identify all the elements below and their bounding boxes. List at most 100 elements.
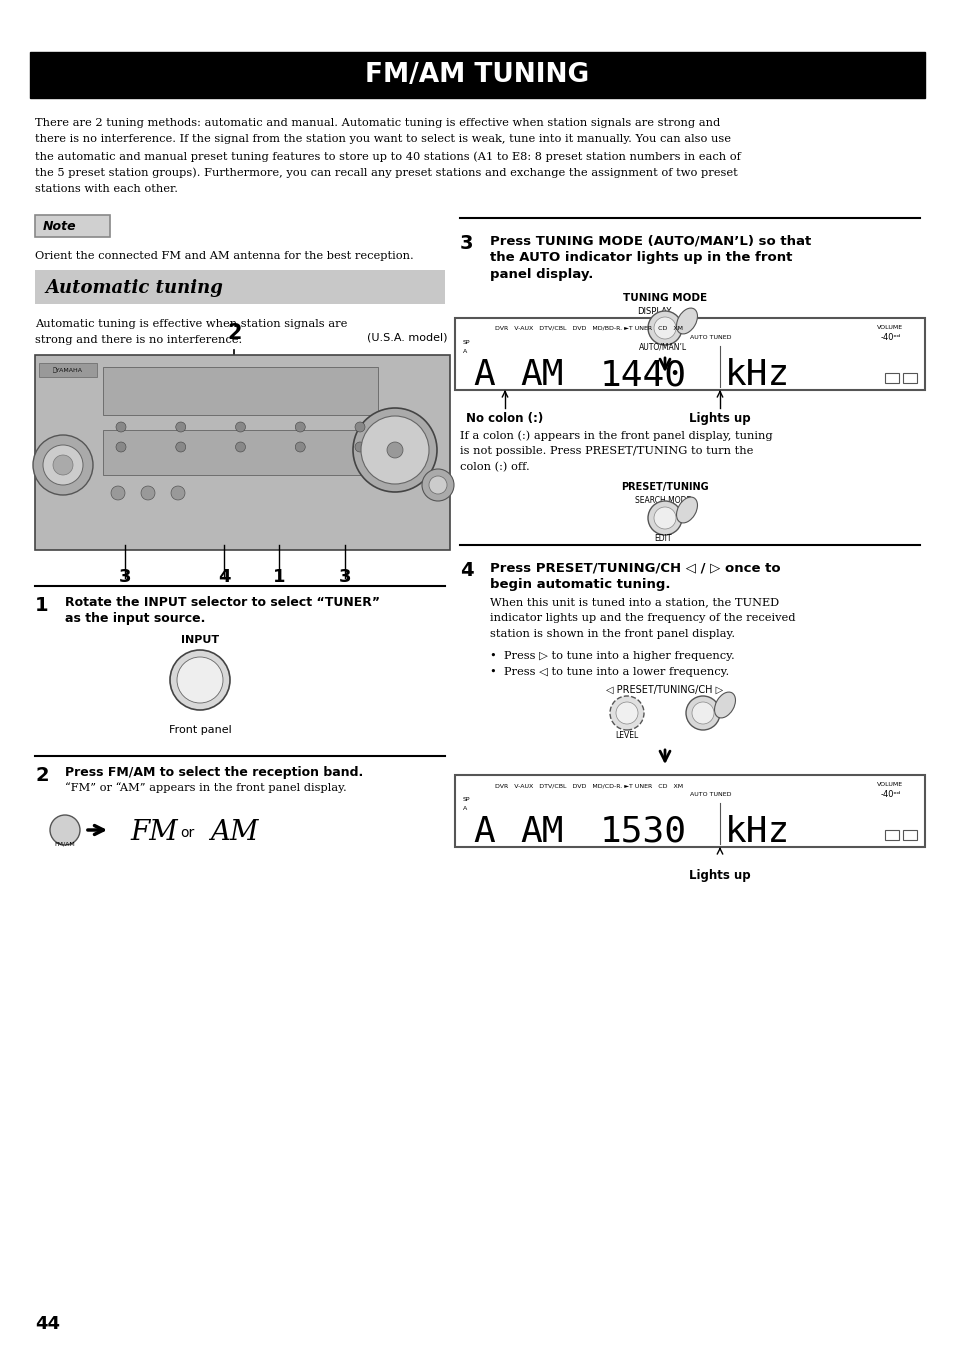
- Text: No colon (:): No colon (:): [466, 412, 543, 425]
- Text: (U.S.A. model): (U.S.A. model): [367, 333, 448, 342]
- Text: FM: FM: [130, 820, 177, 847]
- Circle shape: [116, 442, 126, 452]
- Circle shape: [171, 487, 185, 500]
- Text: as the input source.: as the input source.: [65, 612, 205, 625]
- Text: SP: SP: [462, 797, 470, 802]
- Text: colon (:) off.: colon (:) off.: [459, 462, 529, 472]
- Circle shape: [175, 442, 186, 452]
- Text: AM: AM: [210, 820, 258, 847]
- Text: kHz: kHz: [724, 816, 789, 849]
- Text: AUTO TUNED: AUTO TUNED: [689, 793, 731, 797]
- Text: LEVEL: LEVEL: [615, 731, 638, 740]
- Circle shape: [609, 696, 643, 731]
- Text: Orient the connected FM and AM antenna for the best reception.: Orient the connected FM and AM antenna f…: [35, 251, 414, 262]
- Bar: [35, 355, 450, 550]
- Circle shape: [53, 456, 73, 474]
- Circle shape: [111, 487, 125, 500]
- Circle shape: [353, 408, 436, 492]
- Text: 3: 3: [459, 235, 473, 253]
- Bar: [902, 373, 916, 383]
- Circle shape: [235, 442, 245, 452]
- Circle shape: [294, 422, 305, 431]
- Text: station is shown in the front panel display.: station is shown in the front panel disp…: [490, 630, 735, 639]
- Text: A: A: [473, 816, 495, 849]
- Text: -40ᵒᵈ: -40ᵒᵈ: [880, 333, 901, 342]
- Text: SP: SP: [462, 340, 470, 345]
- Circle shape: [170, 650, 230, 710]
- Text: “FM” or “AM” appears in the front panel display.: “FM” or “AM” appears in the front panel …: [65, 782, 346, 793]
- Text: 1440: 1440: [599, 359, 686, 392]
- Circle shape: [654, 507, 676, 528]
- Circle shape: [175, 422, 186, 431]
- Bar: [35, 270, 444, 305]
- Circle shape: [647, 501, 681, 535]
- Circle shape: [355, 442, 365, 452]
- Text: Press PRESET/TUNING/CH ◁ / ▷ once to: Press PRESET/TUNING/CH ◁ / ▷ once to: [490, 561, 780, 574]
- Circle shape: [421, 469, 454, 501]
- Text: Lights up: Lights up: [688, 412, 750, 425]
- Text: begin automatic tuning.: begin automatic tuning.: [490, 578, 670, 590]
- Circle shape: [685, 696, 720, 731]
- Circle shape: [235, 422, 245, 431]
- Text: VOLUME: VOLUME: [876, 782, 902, 787]
- Circle shape: [360, 417, 429, 484]
- Text: 44: 44: [35, 1316, 60, 1333]
- Text: or: or: [180, 826, 194, 840]
- Bar: [902, 830, 916, 840]
- Text: TUNING MODE: TUNING MODE: [622, 293, 706, 303]
- Circle shape: [43, 445, 83, 485]
- Circle shape: [654, 317, 676, 338]
- Text: Automatic tuning: Automatic tuning: [45, 279, 223, 297]
- Text: the 5 preset station groups). Furthermore, you can recall any preset stations an: the 5 preset station groups). Furthermor…: [35, 167, 737, 178]
- Text: FM/AM: FM/AM: [54, 842, 75, 847]
- Text: AUTO/MAN’L: AUTO/MAN’L: [639, 342, 686, 352]
- Circle shape: [33, 435, 92, 495]
- Text: -40ᵒᵈ: -40ᵒᵈ: [880, 790, 901, 799]
- Text: Press TUNING MODE (AUTO/MAN’L) so that: Press TUNING MODE (AUTO/MAN’L) so that: [490, 235, 810, 247]
- Bar: [39, 363, 97, 377]
- Text: 4: 4: [459, 561, 473, 580]
- Circle shape: [647, 311, 681, 345]
- Text: the automatic and manual preset tuning features to store up to 40 stations (A1 t: the automatic and manual preset tuning f…: [35, 151, 740, 162]
- Text: Rotate the INPUT selector to select “TUNER”: Rotate the INPUT selector to select “TUN…: [65, 596, 379, 609]
- Text: 2: 2: [35, 766, 49, 785]
- Text: SEARCH MODE: SEARCH MODE: [635, 496, 691, 506]
- Bar: [103, 367, 377, 415]
- Text: EDIT: EDIT: [654, 534, 671, 543]
- Bar: [455, 318, 924, 390]
- Text: ◁ PRESET/TUNING/CH ▷: ◁ PRESET/TUNING/CH ▷: [606, 685, 722, 696]
- Text: strong and there is no interference.: strong and there is no interference.: [35, 336, 242, 345]
- Circle shape: [429, 476, 447, 493]
- Text: AUTO TUNED: AUTO TUNED: [689, 336, 731, 340]
- Text: 1: 1: [35, 596, 49, 615]
- Text: AM: AM: [519, 359, 563, 392]
- Text: indicator lights up and the frequency of the received: indicator lights up and the frequency of…: [490, 613, 795, 623]
- Text: •  Press ▷ to tune into a higher frequency.: • Press ▷ to tune into a higher frequenc…: [490, 651, 734, 661]
- Bar: [884, 830, 898, 840]
- Text: 4: 4: [217, 568, 230, 586]
- Ellipse shape: [676, 497, 697, 523]
- Circle shape: [116, 422, 126, 431]
- Text: is not possible. Press PRESET/TUNING to turn the: is not possible. Press PRESET/TUNING to …: [459, 446, 753, 456]
- Text: FM/AM TUNING: FM/AM TUNING: [365, 62, 589, 88]
- Text: Lights up: Lights up: [688, 869, 750, 882]
- Text: •  Press ◁ to tune into a lower frequency.: • Press ◁ to tune into a lower frequency…: [490, 667, 728, 677]
- Circle shape: [294, 442, 305, 452]
- Text: If a colon (:) appears in the front panel display, tuning: If a colon (:) appears in the front pane…: [459, 430, 772, 441]
- Text: Automatic tuning is effective when station signals are: Automatic tuning is effective when stati…: [35, 319, 347, 329]
- Text: PRESET/TUNING: PRESET/TUNING: [620, 483, 708, 492]
- Text: ⓨYAMAHA: ⓨYAMAHA: [53, 367, 83, 373]
- Bar: [30, 53, 924, 98]
- Text: VOLUME: VOLUME: [876, 325, 902, 330]
- Text: A: A: [462, 349, 467, 355]
- Text: INPUT: INPUT: [181, 635, 219, 644]
- Text: A: A: [462, 806, 467, 811]
- Bar: [455, 775, 924, 847]
- Text: When this unit is tuned into a station, the TUNED: When this unit is tuned into a station, …: [490, 597, 779, 607]
- Text: AM: AM: [519, 816, 563, 849]
- Text: 1530: 1530: [599, 816, 686, 849]
- Bar: [103, 430, 377, 474]
- Circle shape: [387, 442, 402, 458]
- Text: There are 2 tuning methods: automatic and manual. Automatic tuning is effective : There are 2 tuning methods: automatic an…: [35, 119, 720, 128]
- Circle shape: [616, 702, 638, 724]
